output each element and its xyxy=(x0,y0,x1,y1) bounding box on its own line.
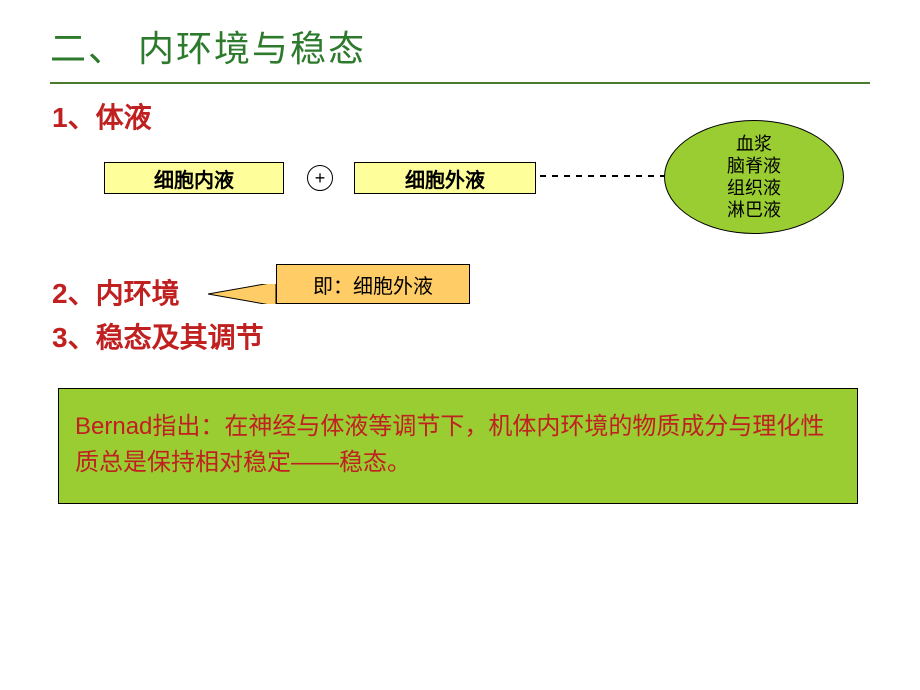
title-row: 二、 内环境与稳态 xyxy=(50,20,870,84)
box-intracellular-fluid: 细胞内液 xyxy=(104,162,284,194)
dashed-connector xyxy=(540,175,670,177)
panel-text: Bernad指出：在神经与体液等调节下，机体内环境的物质成分与理化性质总是保持相… xyxy=(75,413,824,476)
heading-3: 3、稳态及其调节 xyxy=(52,316,264,356)
definition-box: 即：细胞外液 xyxy=(276,264,470,304)
callout-pointer xyxy=(208,284,276,286)
theory-panel: Bernad指出：在神经与体液等调节下，机体内环境的物质成分与理化性质总是保持相… xyxy=(58,388,858,504)
fluids-ellipse: 血浆 脑脊液 组织液 淋巴液 xyxy=(664,120,844,234)
page-title: 二、 内环境与稳态 xyxy=(50,28,366,69)
plus-icon: + xyxy=(307,165,333,191)
ellipse-item: 淋巴液 xyxy=(727,199,781,221)
heading-2: 2、内环境 xyxy=(52,272,180,312)
box-extracellular-fluid: 细胞外液 xyxy=(354,162,536,194)
ellipse-item: 血浆 xyxy=(736,133,772,155)
ellipse-item: 组织液 xyxy=(727,177,781,199)
ellipse-item: 脑脊液 xyxy=(727,155,781,177)
heading-1: 1、体液 xyxy=(52,96,152,136)
